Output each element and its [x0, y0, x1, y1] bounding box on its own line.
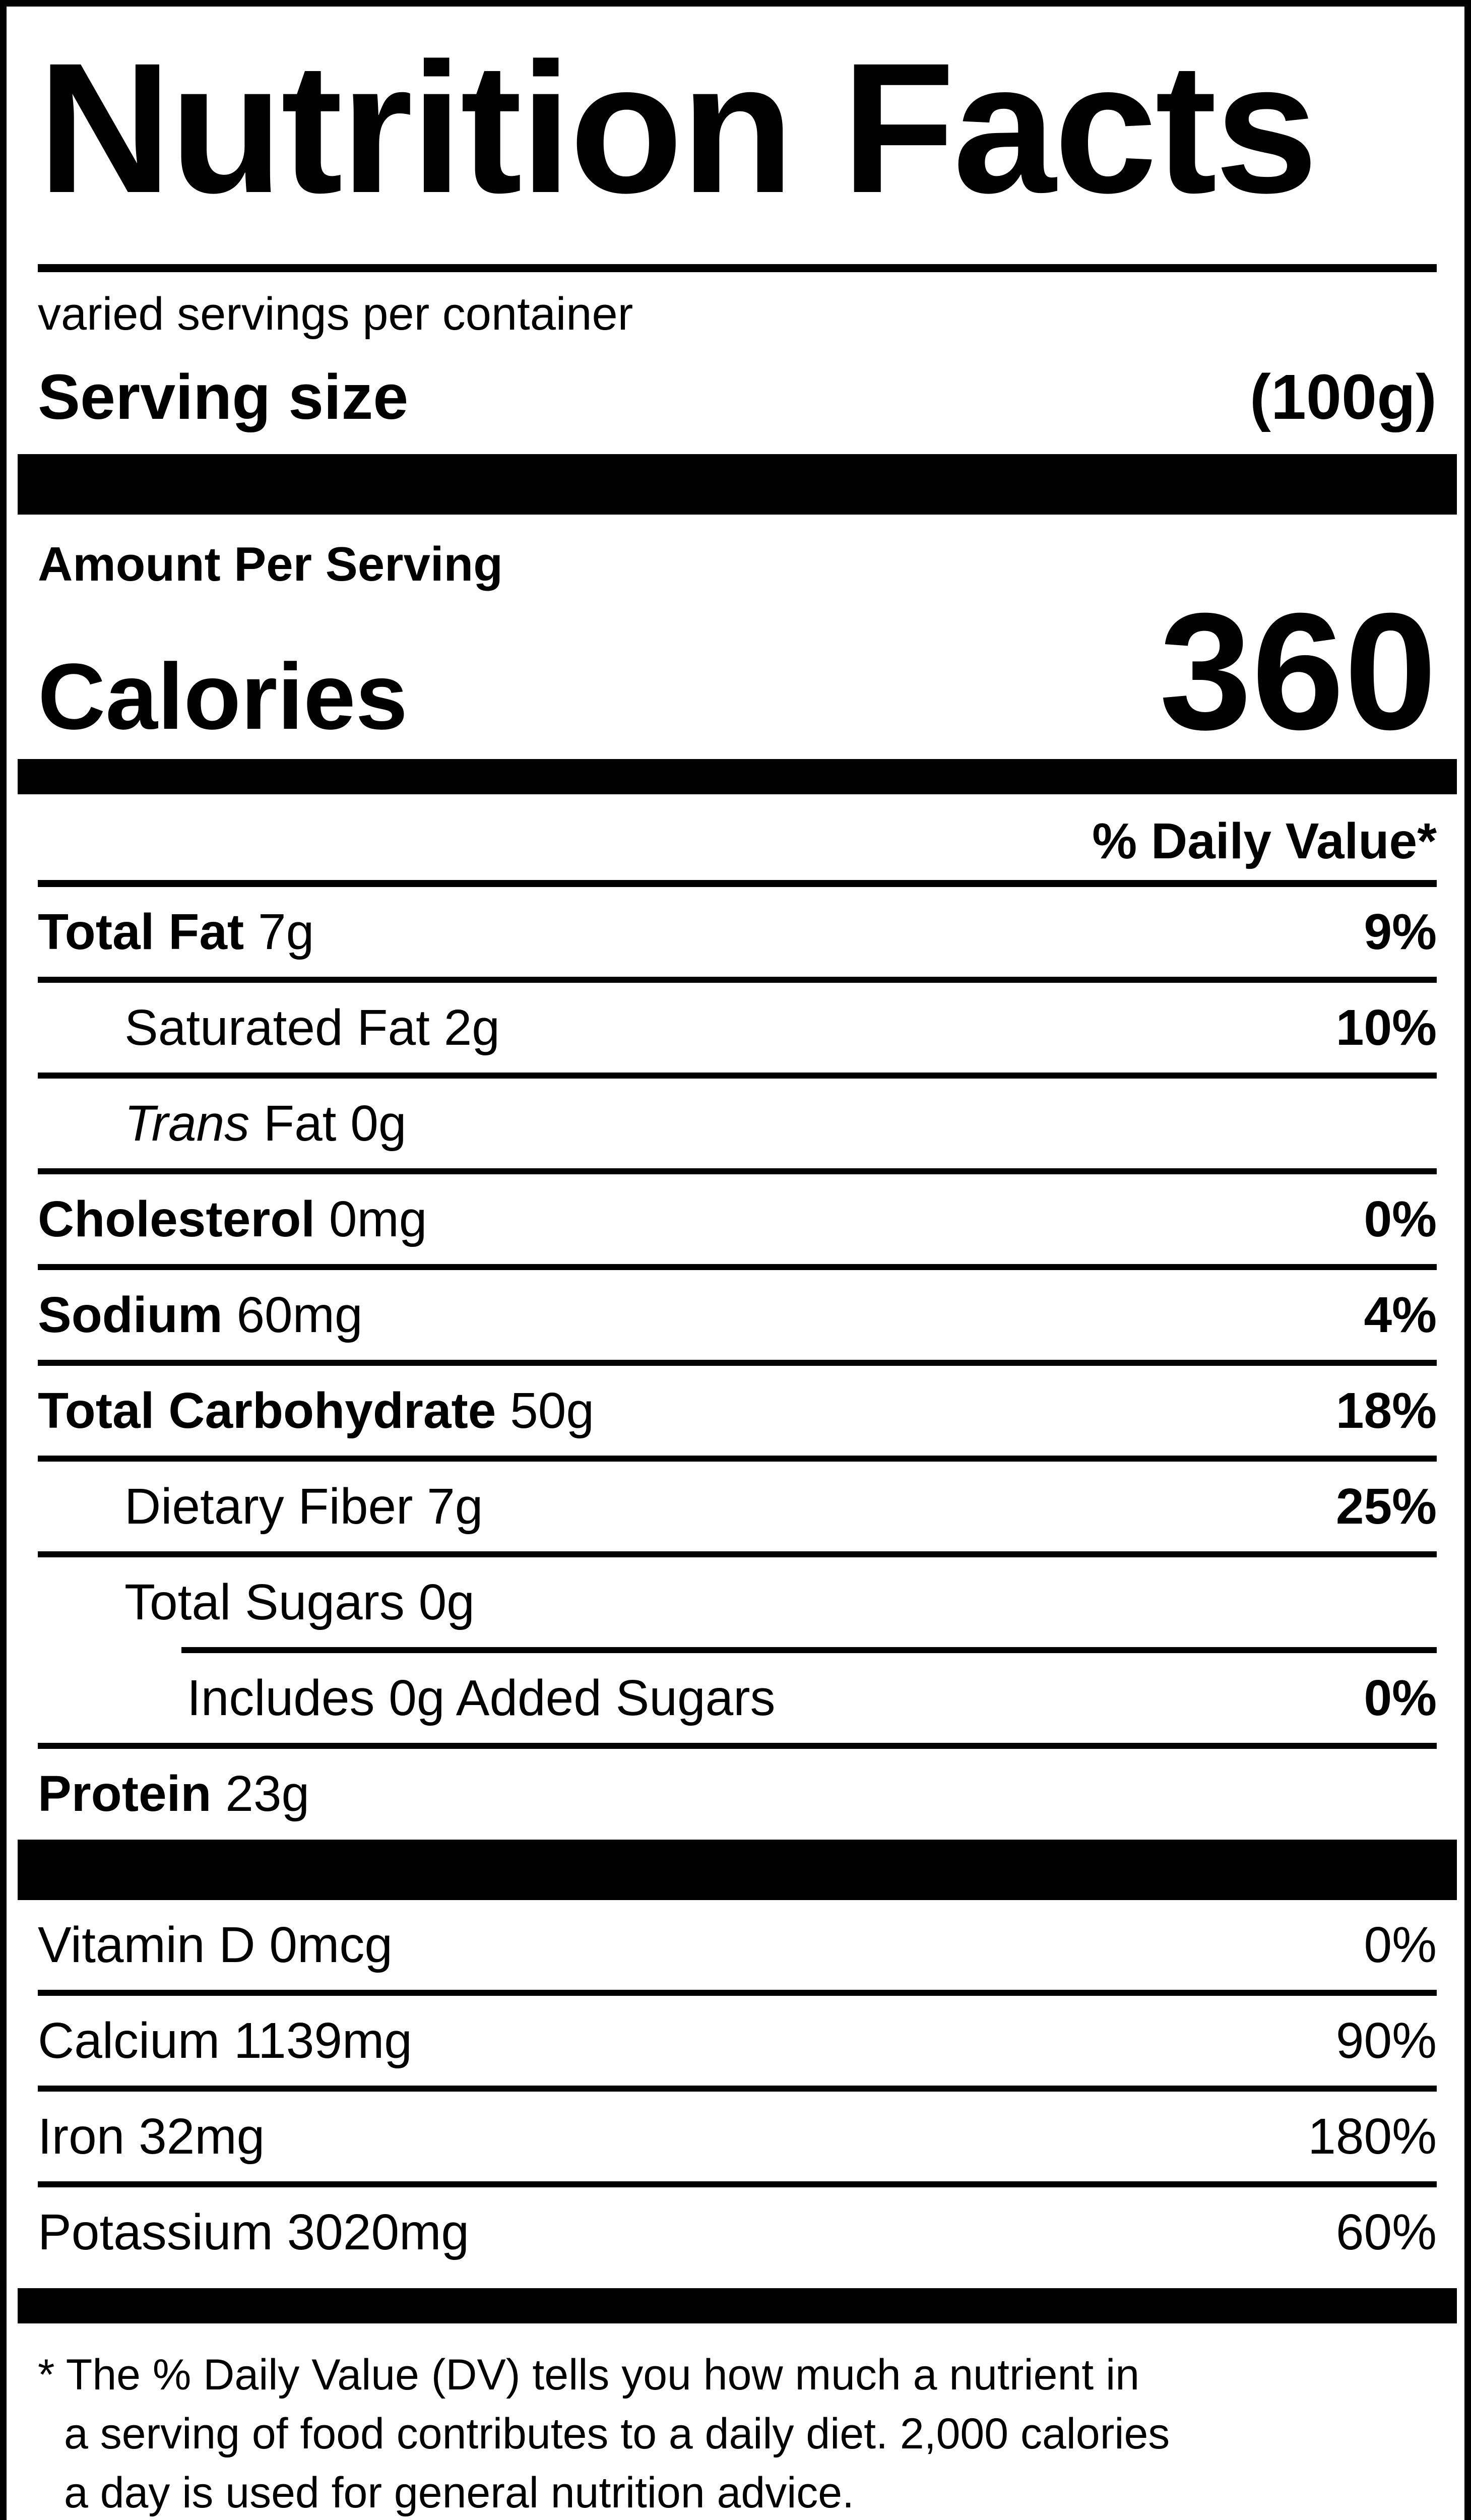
- nutrient-name-bold: Protein: [38, 1766, 212, 1822]
- nutrient-name-italic: Trans: [124, 1095, 250, 1152]
- daily-value-header: % Daily Value*: [1092, 813, 1437, 870]
- nutrient-name-regular: Saturated Fat 2g: [124, 999, 500, 1056]
- divider: [38, 1360, 1437, 1366]
- nutrient-pct: 18%: [1335, 1382, 1437, 1439]
- nutrient-name-bold: Cholesterol: [38, 1191, 315, 1248]
- nutrient-name: Protein 23g: [38, 1761, 309, 1826]
- divider: [38, 1168, 1437, 1175]
- nutrient-name: Includes 0g Added Sugars: [187, 1665, 776, 1731]
- micronutrient-name: Calcium 1139mg: [38, 2012, 412, 2069]
- label-title: Nutrition Facts: [38, 24, 1318, 231]
- nutrient-row-cholesterol: Cholesterol 0mg 0%: [38, 1174, 1437, 1264]
- nutrient-name-regular: 7g: [244, 904, 314, 961]
- nutrient-name: Saturated Fat 2g: [124, 995, 500, 1060]
- divider: [38, 2181, 1437, 2188]
- serving-size-row: Serving size (100g): [38, 357, 1437, 437]
- nutrient-name: Total Fat 7g: [38, 899, 314, 965]
- section-bar-top: [18, 454, 1457, 515]
- calories-label: Calories: [38, 644, 408, 749]
- nutrient-name: Total Sugars 0g: [124, 1569, 475, 1635]
- section-bar-bottom: [18, 2288, 1457, 2324]
- nutrient-name: Trans Fat 0g: [124, 1091, 406, 1156]
- nutrient-pct: 4%: [1364, 1287, 1437, 1344]
- divider: [38, 1264, 1437, 1271]
- nutrient-row-trans-fat: Trans Fat 0g: [38, 1079, 1437, 1168]
- nutrient-name-regular: 50g: [496, 1382, 595, 1439]
- micronutrient-name: Vitamin D 0mcg: [38, 1917, 393, 1974]
- nutrient-name-regular: Dietary Fiber 7g: [124, 1478, 483, 1535]
- nutrient-name-regular: Includes 0g Added Sugars: [187, 1670, 776, 1727]
- footnote-line: a serving of food contributes to a daily…: [64, 2410, 1170, 2459]
- footnote-line: a day is used for general nutrition advi…: [64, 2469, 855, 2517]
- divider: [38, 2086, 1437, 2092]
- divider: [38, 880, 1437, 888]
- divider: [38, 1551, 1437, 1558]
- serving-size-label: Serving size: [38, 361, 409, 433]
- nutrient-name: Total Carbohydrate 50g: [38, 1378, 594, 1443]
- nutrient-name-regular: 60mg: [222, 1287, 363, 1344]
- micronutrient-row-calcium: Calcium 1139mg 90%: [38, 1996, 1437, 2086]
- nutrient-row-total-fat: Total Fat 7g 9%: [38, 887, 1437, 977]
- nutrient-pct: 25%: [1335, 1478, 1437, 1535]
- section-bar-calories: [18, 759, 1457, 795]
- nutrient-row-total-sugars: Total Sugars 0g: [38, 1557, 1437, 1647]
- divider: [38, 1743, 1437, 1749]
- divider-indented: [181, 1647, 1437, 1654]
- nutrient-row-protein: Protein 23g: [38, 1749, 1437, 1839]
- section-bar-protein: [18, 1840, 1457, 1901]
- serving-size-value: (100g): [1249, 361, 1437, 433]
- micronutrient-pct: 90%: [1335, 2012, 1437, 2069]
- nutrient-name-regular: Fat 0g: [249, 1095, 407, 1152]
- nutrient-row-saturated-fat: Saturated Fat 2g 10%: [38, 983, 1437, 1073]
- divider: [38, 1073, 1437, 1079]
- nutrient-name-bold: Sodium: [38, 1287, 223, 1344]
- nutrient-row-total-carbohydrate: Total Carbohydrate 50g 18%: [38, 1366, 1437, 1456]
- micronutrient-pct: 180%: [1308, 2108, 1437, 2165]
- nutrient-name: Cholesterol 0mg: [38, 1186, 427, 1252]
- nutrient-pct: 0%: [1364, 1670, 1437, 1727]
- nutrient-pct: 10%: [1335, 999, 1437, 1056]
- micronutrient-row-iron: Iron 32mg 180%: [38, 2092, 1437, 2181]
- calories-value: 360: [1159, 578, 1437, 764]
- micronutrient-pct: 0%: [1364, 1917, 1437, 1974]
- nutrient-pct: 9%: [1364, 904, 1437, 961]
- divider: [38, 1456, 1437, 1462]
- divider: [38, 1990, 1437, 1996]
- nutrient-row-dietary-fiber: Dietary Fiber 7g 25%: [38, 1462, 1437, 1551]
- micronutrient-name: Potassium 3020mg: [38, 2204, 470, 2261]
- daily-value-footnote: * The % Daily Value (DV) tells you how m…: [38, 2346, 1437, 2520]
- footnote-line: * The % Daily Value (DV) tells you how m…: [38, 2351, 1140, 2400]
- servings-per-container-note: varied servings per container: [38, 288, 633, 340]
- nutrient-name-regular: Total Sugars 0g: [124, 1574, 475, 1631]
- micronutrient-name: Iron 32mg: [38, 2108, 265, 2165]
- nutrient-name-bold: Total Carbohydrate: [38, 1382, 496, 1439]
- micronutrient-pct: 60%: [1335, 2204, 1437, 2261]
- nutrient-name: Dietary Fiber 7g: [124, 1474, 483, 1539]
- divider: [38, 977, 1437, 983]
- nutrient-row-sodium: Sodium 60mg 4%: [38, 1270, 1437, 1360]
- nutrient-name-regular: 23g: [211, 1766, 310, 1822]
- nutrient-row-added-sugars: Includes 0g Added Sugars 0%: [38, 1653, 1437, 1743]
- micronutrient-row-vitamin-d: Vitamin D 0mcg 0%: [38, 1900, 1437, 1990]
- nutrient-pct: 0%: [1364, 1191, 1437, 1248]
- divider-under-title: [38, 264, 1437, 273]
- nutrient-name-bold: Total Fat: [38, 904, 244, 961]
- amount-per-serving-label: Amount Per Serving: [38, 537, 503, 591]
- calories-row: Calories 360: [38, 578, 1437, 764]
- micronutrient-row-potassium: Potassium 3020mg 60%: [38, 2187, 1437, 2277]
- nutrient-name-regular: 0mg: [315, 1191, 427, 1248]
- nutrient-name: Sodium 60mg: [38, 1282, 363, 1348]
